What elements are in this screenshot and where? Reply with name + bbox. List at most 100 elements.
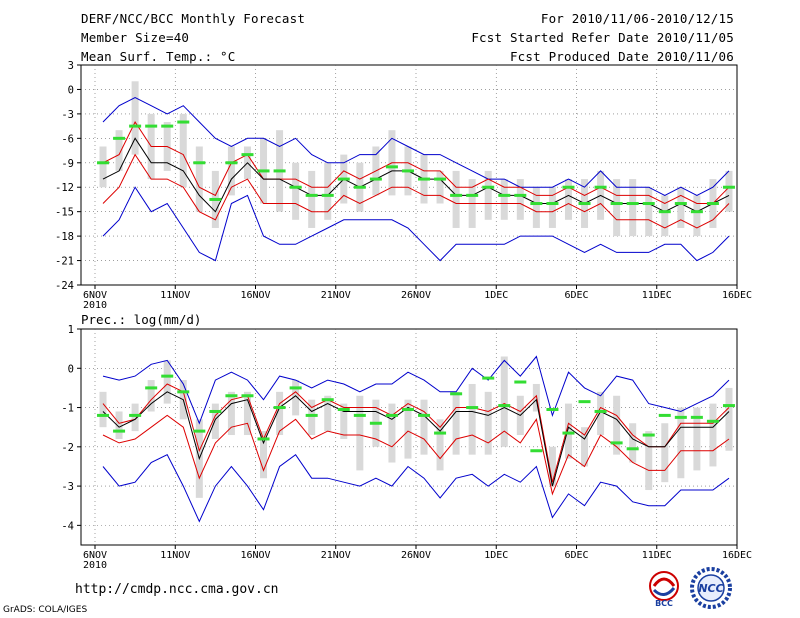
observed-marker bbox=[690, 415, 703, 419]
ensemble-box bbox=[388, 403, 396, 463]
observed-marker bbox=[466, 406, 479, 410]
ensemble-box bbox=[645, 187, 653, 237]
ensemble-box bbox=[725, 170, 733, 212]
observed-marker bbox=[530, 202, 543, 206]
ensemble-box bbox=[179, 113, 187, 188]
observed-marker bbox=[578, 400, 591, 404]
observed-marker bbox=[241, 153, 254, 157]
x-tick-label: 16NOV bbox=[240, 550, 270, 561]
x-tick-label: 6DEC bbox=[564, 290, 588, 301]
observed-marker bbox=[177, 120, 190, 124]
ensemble-box bbox=[548, 446, 556, 487]
ensemble-box bbox=[292, 380, 300, 416]
x-tick-label: 11DEC bbox=[642, 290, 672, 301]
observed-marker bbox=[658, 210, 671, 214]
ensemble-box bbox=[452, 170, 460, 228]
precip-variable-label: Prec.: log(mm/d) bbox=[81, 312, 201, 327]
observed-marker bbox=[161, 374, 174, 378]
observed-marker bbox=[353, 413, 366, 417]
x-tick-label: 16DEC bbox=[722, 550, 752, 561]
ensemble-box bbox=[324, 395, 332, 432]
x-tick-label: 6NOV bbox=[83, 290, 107, 301]
ensemble-box bbox=[548, 187, 556, 228]
ensemble-box bbox=[227, 146, 235, 196]
y-tick-label: -3 bbox=[61, 481, 74, 493]
x-tick-label: 6NOV bbox=[83, 550, 107, 561]
observed-marker bbox=[546, 202, 559, 206]
y-tick-label: -9 bbox=[61, 158, 74, 170]
y-tick-label: -4 bbox=[61, 520, 74, 532]
observed-marker bbox=[626, 447, 639, 451]
observed-marker bbox=[177, 390, 190, 394]
ensemble-box bbox=[484, 391, 492, 455]
x-tick-label: 21NOV bbox=[321, 550, 351, 561]
x-tick-label: 26NOV bbox=[401, 290, 431, 301]
x-tick-label: 11NOV bbox=[160, 290, 190, 301]
ensemble-box bbox=[597, 391, 605, 436]
observed-marker bbox=[498, 193, 511, 197]
ensemble-box bbox=[629, 423, 637, 463]
x-tick-label: 26NOV bbox=[401, 550, 431, 561]
series-line-spread-lower bbox=[102, 153, 730, 229]
y-tick-label: -6 bbox=[61, 133, 74, 145]
ensemble-box bbox=[260, 431, 268, 479]
observed-marker bbox=[562, 431, 575, 435]
observed-marker bbox=[658, 413, 671, 417]
observed-marker bbox=[385, 165, 398, 169]
bcc-logo: BCC bbox=[649, 571, 679, 608]
ensemble-box bbox=[532, 187, 540, 228]
ensemble-box bbox=[709, 403, 717, 467]
ensemble-box bbox=[677, 187, 685, 228]
ensemble-box bbox=[115, 411, 123, 439]
observed-marker bbox=[642, 202, 655, 206]
ensemble-box bbox=[484, 170, 492, 220]
observed-marker bbox=[161, 124, 174, 128]
observed-marker bbox=[369, 177, 382, 181]
observed-marker bbox=[97, 413, 110, 417]
ensemble-box bbox=[356, 395, 364, 471]
bcc-logo-wave bbox=[652, 586, 676, 596]
ensemble-box bbox=[308, 399, 316, 436]
y-tick-label: -2 bbox=[61, 442, 74, 454]
observed-marker bbox=[450, 193, 463, 197]
ensemble-box bbox=[131, 81, 139, 155]
observed-marker bbox=[434, 431, 447, 435]
ensemble-box bbox=[645, 431, 653, 491]
y-tick-label: -21 bbox=[55, 256, 74, 268]
series-line-spread-lower bbox=[102, 414, 730, 496]
refer-date-label: Fcst Started Refer Date 2010/11/05 bbox=[471, 30, 734, 45]
ensemble-box bbox=[340, 403, 348, 439]
observed-marker bbox=[305, 193, 318, 197]
ensemble-box bbox=[420, 399, 428, 455]
observed-marker bbox=[209, 197, 222, 201]
observed-marker bbox=[706, 202, 719, 206]
source-url[interactable]: http://cmdp.ncc.cma.gov.cn bbox=[75, 582, 279, 597]
observed-marker bbox=[353, 185, 366, 189]
plot-frame bbox=[80, 328, 738, 546]
observed-marker bbox=[466, 193, 479, 197]
observed-marker bbox=[674, 415, 687, 419]
y-tick-label: 1 bbox=[68, 324, 74, 336]
observed-marker bbox=[498, 404, 511, 408]
ncc-logo: NCC bbox=[690, 567, 732, 609]
bcc-logo-swirl bbox=[652, 577, 676, 587]
observed-marker bbox=[289, 386, 302, 390]
observed-marker bbox=[706, 419, 719, 423]
ensemble-box bbox=[227, 391, 235, 436]
observed-marker bbox=[418, 413, 431, 417]
observed-marker bbox=[482, 185, 495, 189]
ensemble-box bbox=[115, 130, 123, 171]
ensemble-box bbox=[436, 170, 444, 204]
observed-marker bbox=[369, 421, 382, 425]
observed-marker bbox=[401, 169, 414, 173]
ensemble-box bbox=[516, 179, 524, 220]
observed-marker bbox=[722, 185, 735, 189]
observed-marker bbox=[594, 185, 607, 189]
ensemble-box bbox=[693, 195, 701, 237]
observed-marker bbox=[674, 202, 687, 206]
observed-marker bbox=[690, 210, 703, 214]
ensemble-box bbox=[613, 395, 621, 455]
